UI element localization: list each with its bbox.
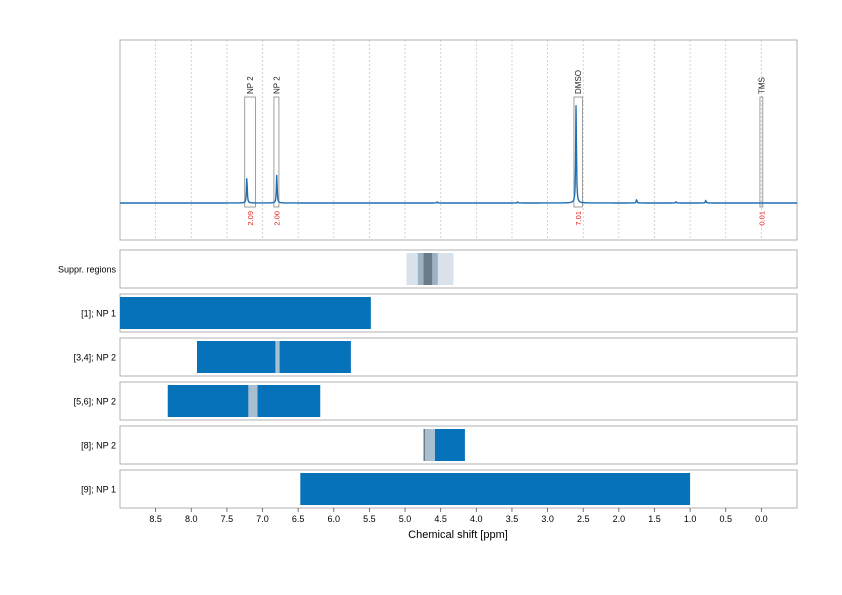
track-label: [8]; NP 2 bbox=[81, 441, 116, 451]
track-label: [3,4]; NP 2 bbox=[74, 353, 116, 363]
x-tick-label: 8.0 bbox=[185, 514, 198, 524]
range-bar bbox=[423, 253, 433, 285]
annotation-box bbox=[273, 96, 280, 208]
x-tick-label: 0.0 bbox=[755, 514, 768, 524]
integral-value: 2.09 bbox=[246, 211, 255, 226]
x-tick-label: 3.5 bbox=[506, 514, 519, 524]
track: [1]; NP 1 bbox=[81, 293, 798, 333]
x-tick-label: 2.5 bbox=[577, 514, 590, 524]
grid-lines bbox=[155, 40, 762, 240]
track: [5,6]; NP 2 bbox=[74, 381, 798, 421]
annotation-label: TMS bbox=[757, 77, 766, 94]
x-tick-label: 1.5 bbox=[648, 514, 661, 524]
x-tick-label: 3.0 bbox=[541, 514, 554, 524]
range-bar bbox=[300, 473, 691, 505]
x-tick-label: 4.5 bbox=[434, 514, 447, 524]
track-label: Suppr. regions bbox=[58, 265, 117, 275]
annotation-box bbox=[759, 96, 764, 208]
x-axis: 8.5 8.0 7.5 7.0 6.5 6.0 5.5 5.0 4.5 4.0 3.5 3.0 2.5 2… bbox=[149, 508, 768, 524]
integral-value: 2.00 bbox=[272, 211, 281, 226]
x-axis-label: Chemical shift [ppm] bbox=[408, 529, 508, 541]
range-bar bbox=[423, 429, 426, 461]
annotation-box bbox=[244, 96, 256, 208]
x-tick-label: 5.5 bbox=[363, 514, 376, 524]
x-tick-label: 5.0 bbox=[399, 514, 412, 524]
range-bar bbox=[196, 341, 351, 373]
annotation-label: NP 2 bbox=[246, 76, 255, 94]
range-bar bbox=[167, 385, 321, 417]
track-frame bbox=[119, 249, 798, 289]
range-bar bbox=[275, 341, 280, 373]
range-tracks: Suppr. regions [1]; NP 1 [3,4]; NP 2 [5,6];… bbox=[58, 249, 798, 509]
annotation-label: DMSO bbox=[574, 70, 583, 94]
range-bar bbox=[248, 385, 258, 417]
track-label: [9]; NP 1 bbox=[81, 485, 116, 495]
x-tick-label: 6.5 bbox=[292, 514, 305, 524]
track-label: [1]; NP 1 bbox=[81, 309, 116, 319]
annotation-label: NP 2 bbox=[272, 76, 281, 94]
x-tick-label: 0.5 bbox=[719, 514, 732, 524]
track: [8]; NP 2 bbox=[81, 425, 798, 465]
spectrum-panel: NP 2 2.09 NP 2 2.00 DMSO 7.01 TMS 0.01 bbox=[119, 39, 798, 241]
x-tick-label: 1.0 bbox=[684, 514, 697, 524]
track-label: [5,6]; NP 2 bbox=[74, 397, 116, 407]
integral-value: 0.01 bbox=[757, 211, 766, 226]
x-tick-label: 7.5 bbox=[221, 514, 234, 524]
x-tick-label: 4.0 bbox=[470, 514, 483, 524]
track: [9]; NP 1 bbox=[81, 469, 798, 509]
integral-value: 7.01 bbox=[574, 211, 583, 226]
x-tick-label: 6.0 bbox=[328, 514, 341, 524]
range-bar bbox=[424, 429, 435, 461]
track: [3,4]; NP 2 bbox=[74, 337, 798, 377]
range-bar bbox=[120, 297, 371, 329]
x-tick-label: 8.5 bbox=[149, 514, 162, 524]
x-tick-label: 2.0 bbox=[613, 514, 626, 524]
annotation-box bbox=[573, 96, 583, 208]
track: Suppr. regions bbox=[58, 249, 798, 289]
spectrum-line bbox=[120, 105, 797, 204]
x-tick-label: 7.0 bbox=[256, 514, 269, 524]
spectrum-frame bbox=[119, 39, 798, 241]
